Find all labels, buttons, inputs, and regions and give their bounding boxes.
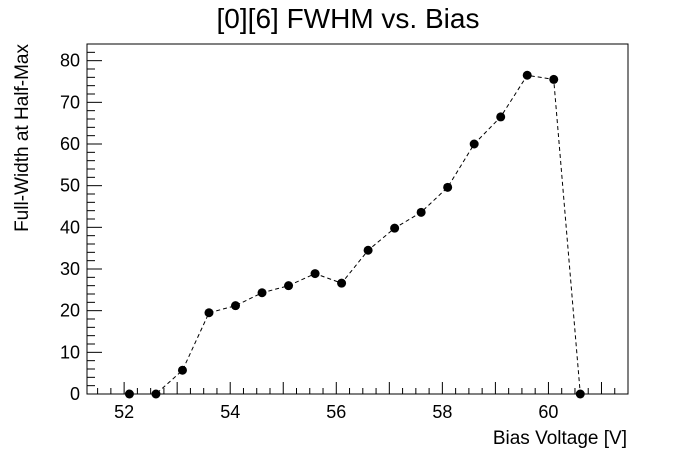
- x-tick-label: 54: [220, 402, 240, 422]
- y-tick-label: 30: [60, 259, 80, 279]
- data-point: [310, 269, 320, 279]
- plot-area: 52 54 56 58 60 0 10 20 30 40 50 60 70 80: [60, 43, 629, 422]
- data-point: [204, 308, 214, 318]
- x-tick-label: 58: [432, 402, 452, 422]
- x-tick-label: 56: [326, 402, 346, 422]
- y-tick-label: 40: [60, 217, 80, 237]
- data-point: [390, 223, 400, 233]
- data-point: [496, 112, 506, 122]
- data-point: [151, 389, 161, 399]
- data-point: [549, 74, 559, 84]
- data-point: [337, 278, 347, 288]
- data-point: [231, 301, 241, 311]
- y-tick-label: 20: [60, 301, 80, 321]
- data-point: [177, 365, 187, 375]
- data-point: [522, 70, 532, 80]
- plot-frame: [86, 43, 629, 395]
- y-tick-label: 50: [60, 176, 80, 196]
- y-tick-label: 10: [60, 342, 80, 362]
- data-point: [257, 288, 267, 298]
- data-point: [469, 139, 479, 149]
- data-point: [575, 389, 585, 399]
- x-tick-label: 60: [538, 402, 558, 422]
- y-tick-label: 60: [60, 134, 80, 154]
- data-point: [443, 182, 453, 192]
- data-point: [284, 281, 294, 291]
- y-tick-label: 70: [60, 92, 80, 112]
- chart-title: [0][6] FWHM vs. Bias: [217, 3, 480, 34]
- y-tick-label: 0: [70, 384, 80, 404]
- x-axis-label: Bias Voltage [V]: [493, 428, 627, 449]
- y-axis-label: Full-Width at Half-Max: [12, 44, 33, 232]
- data-point: [416, 207, 426, 217]
- y-tick-label: 80: [60, 51, 80, 71]
- data-point: [363, 245, 373, 255]
- data-point: [124, 389, 134, 399]
- x-tick-label: 52: [114, 402, 134, 422]
- series-line: [129, 74, 581, 395]
